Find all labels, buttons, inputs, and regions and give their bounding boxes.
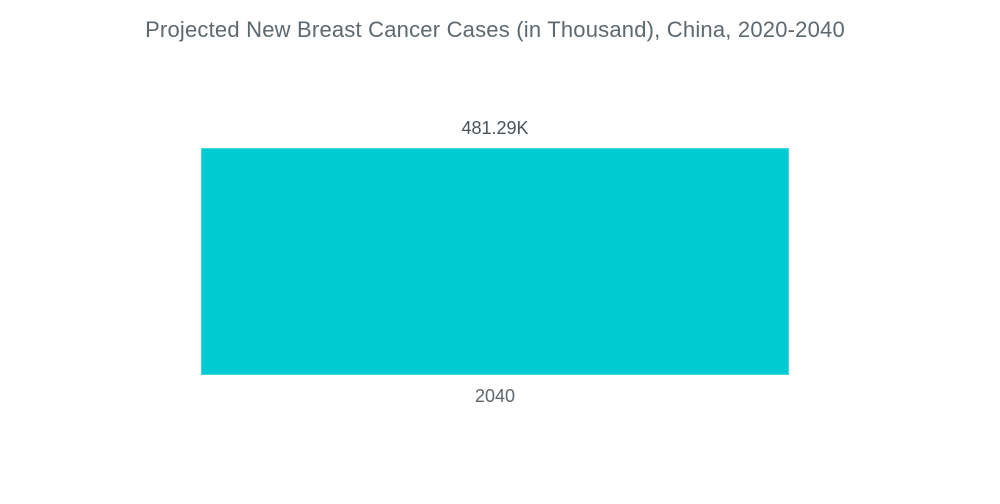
bar-value-label: 481.29K bbox=[461, 118, 529, 138]
x-axis-tick-label: 2040 bbox=[474, 386, 516, 406]
bar-2040 bbox=[201, 148, 789, 375]
plot-area: 481.29K 2040 bbox=[201, 0, 789, 504]
chart-title: Projected New Breast Cancer Cases (in Th… bbox=[145, 17, 845, 42]
